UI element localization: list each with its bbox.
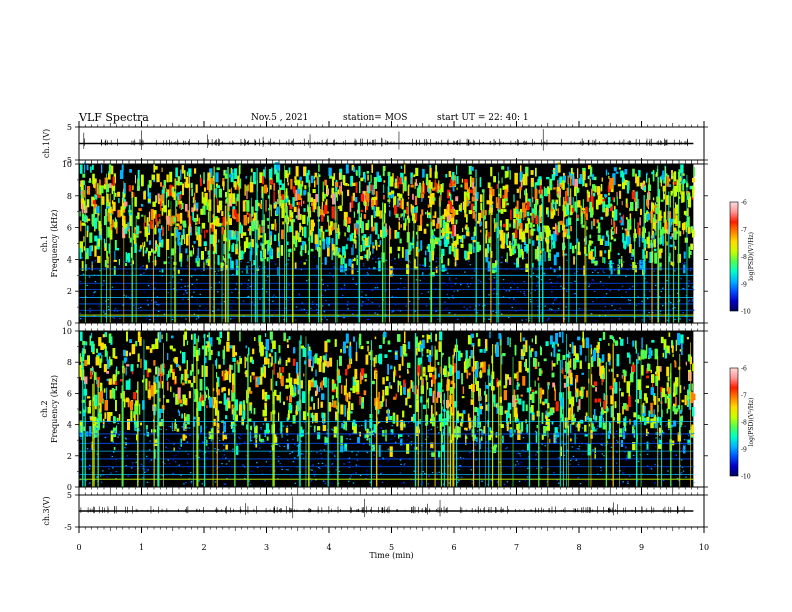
x-tick-label: 5 bbox=[389, 543, 394, 552]
colorbar-tick-label: -6 bbox=[741, 366, 747, 373]
x-tick-label: 7 bbox=[514, 543, 519, 552]
y-tick-label: 6 bbox=[67, 389, 72, 398]
x-tick-label: 8 bbox=[576, 543, 581, 552]
y-tick-label: 10 bbox=[62, 160, 72, 169]
x-tick-label: 0 bbox=[76, 543, 81, 552]
y-tick-label: 4 bbox=[67, 421, 72, 430]
x-tick-label: 1 bbox=[139, 543, 144, 552]
y-tick-label: 8 bbox=[67, 192, 72, 201]
colorbar bbox=[729, 201, 739, 312]
colorbar-tick-label: -8 bbox=[741, 420, 747, 427]
x-axis: 0 1 2 3 4 5 6 7 8 9 10 Time (min) bbox=[76, 543, 709, 560]
x-tick-label: 9 bbox=[639, 543, 644, 552]
y-tick-label: 5 bbox=[67, 123, 72, 132]
x-tick-label: 2 bbox=[201, 543, 206, 552]
date-label: Nov.5 , 2021 bbox=[251, 113, 309, 123]
chart-title: VLF Spectra bbox=[79, 111, 149, 124]
colorbar-tick-label: -9 bbox=[741, 447, 747, 454]
colorbar-tick-label: -8 bbox=[741, 254, 747, 261]
station-label: station= MOS bbox=[343, 113, 408, 123]
y-tick-label: 6 bbox=[67, 224, 72, 233]
x-tick-label: 4 bbox=[326, 543, 331, 552]
y-tick-label: 0 bbox=[67, 483, 72, 492]
waveform-panel-3: 5 -5 ch.3(V) bbox=[42, 489, 708, 533]
colorbar-tick-label: -7 bbox=[741, 393, 747, 400]
y-tick-label: 2 bbox=[67, 287, 72, 296]
x-tick-label: 6 bbox=[451, 543, 456, 552]
y-axis-label: Frequency (kHz) bbox=[50, 375, 59, 443]
colorbar-label: log(PSD)(V²/Hz) bbox=[748, 398, 755, 447]
colorbar-tick-label: -7 bbox=[741, 227, 747, 234]
y-axis-label: ch.3(V) bbox=[42, 496, 51, 525]
y-tick-label: 2 bbox=[67, 452, 72, 461]
y-axis-label: Frequency (kHz) bbox=[50, 209, 59, 277]
x-tick-label: 10 bbox=[699, 543, 709, 552]
y-axis-label: ch.1 bbox=[40, 235, 49, 252]
x-tick-label: 3 bbox=[264, 543, 269, 552]
y-axis-label: ch.1(V) bbox=[42, 129, 51, 158]
spectrogram-panel-1: -6 -7 -8 -9 -10 log(PSD)(V²/Hz) 0 2 4 6 8 10 ch.1 Fre… bbox=[40, 158, 755, 329]
y-tick-label: 0 bbox=[67, 319, 72, 328]
y-tick-label: 8 bbox=[67, 358, 72, 367]
colorbar-label: log(PSD)(V²/Hz) bbox=[748, 232, 755, 281]
x-axis-label: Time (min) bbox=[369, 551, 413, 560]
y-tick-label: -5 bbox=[64, 523, 72, 532]
waveform-panel-0: 5 -5 ch.1(V) bbox=[42, 121, 708, 166]
narrowband-lines bbox=[79, 268, 694, 318]
sferic-lines bbox=[84, 165, 688, 323]
y-tick-label: -5 bbox=[64, 156, 72, 165]
start-time-label: start UT = 22: 40: 1 bbox=[437, 113, 529, 123]
y-tick-label: 4 bbox=[67, 255, 72, 264]
colorbar-tick-label: -6 bbox=[741, 200, 747, 207]
colorbar-tick-label: -9 bbox=[741, 281, 747, 288]
y-axis-label: ch.2 bbox=[40, 400, 49, 417]
y-tick-label: 10 bbox=[62, 327, 72, 336]
sferic-lines bbox=[82, 332, 691, 487]
spectrogram-panel-2: -6 -7 -8 -9 -10 log(PSD)(V²/Hz) 0 2 4 6 8 10 ch.2 Fre… bbox=[40, 325, 755, 493]
colorbar-tick-label: -10 bbox=[741, 474, 751, 481]
colorbar-tick-label: -10 bbox=[741, 309, 751, 316]
y-tick-label: 5 bbox=[67, 491, 72, 500]
colorbar bbox=[729, 367, 739, 477]
